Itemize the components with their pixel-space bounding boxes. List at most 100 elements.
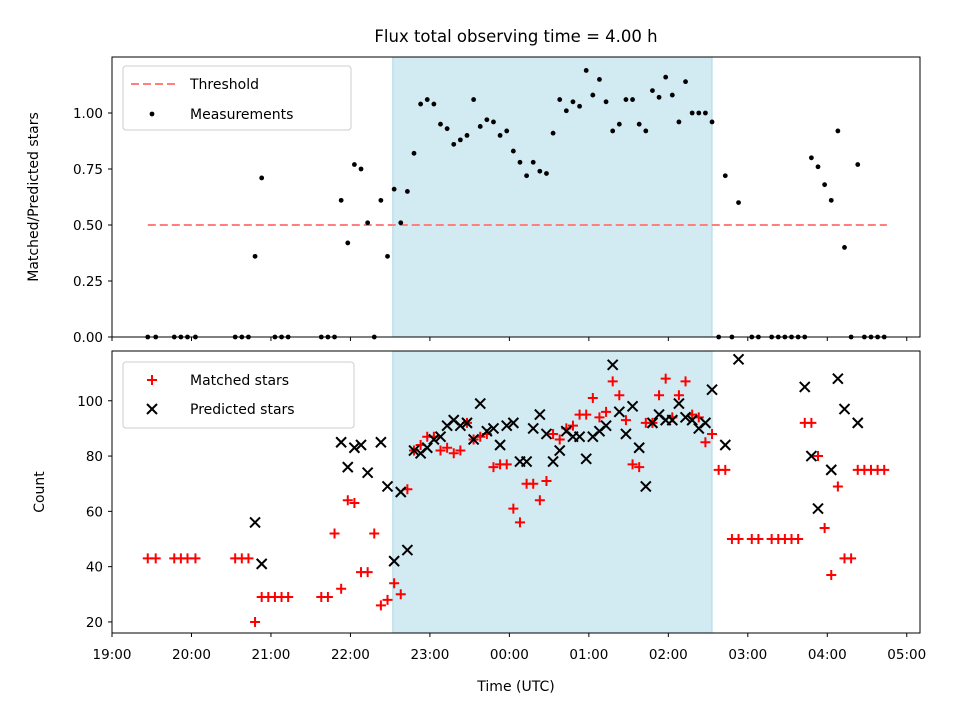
top-shaded-region	[392, 56, 713, 338]
predicted-star-point	[255, 558, 268, 570]
matched-star-point	[587, 393, 598, 403]
matched-star-point	[620, 415, 631, 426]
matched-star-point	[581, 409, 592, 420]
legend-measurements-marker	[149, 111, 155, 117]
measurement-point	[451, 141, 457, 147]
predicted-star-point	[487, 422, 500, 435]
measurement-point	[676, 119, 682, 125]
measurement-point	[650, 88, 655, 93]
predicted-star-point	[679, 411, 692, 424]
measurement-point	[338, 197, 344, 203]
measurement-point	[510, 148, 516, 154]
matched-star-point	[594, 412, 605, 423]
bottom-legend: Matched stars Predicted stars	[122, 361, 355, 429]
predicted-star-point	[401, 544, 414, 556]
xtick-label: 00:00	[490, 647, 529, 663]
predicted-star-point	[474, 397, 486, 410]
matched-star-point	[250, 616, 261, 627]
measurement-point	[663, 74, 669, 80]
predicted-star-point	[838, 403, 851, 415]
matched-star-point	[508, 503, 519, 514]
predicted-star-point	[613, 406, 626, 418]
measurement-point	[669, 92, 675, 98]
matched-star-point	[375, 600, 386, 611]
chart-title: Flux total observing time = 4.00 h	[374, 27, 657, 46]
xtick-label: 01:00	[569, 647, 608, 663]
matched-star-point	[819, 522, 830, 533]
measurement-point	[411, 150, 417, 156]
predicted-star-point	[640, 480, 652, 493]
matched-star-point	[150, 553, 161, 564]
predicted-star-point	[805, 450, 818, 462]
measurement-point	[398, 220, 404, 226]
measurement-point	[603, 99, 609, 105]
matched-star-point	[700, 437, 711, 448]
bottom-ytick-label: 80	[86, 449, 103, 465]
xtick-label: 19:00	[93, 647, 132, 663]
predicted-star-point	[606, 359, 619, 371]
matched-star-point	[826, 569, 837, 580]
measurement-point	[842, 245, 847, 250]
bottom-plot-frame	[111, 350, 921, 634]
measurement-point	[464, 133, 470, 138]
predicted-star-point	[633, 442, 645, 454]
xtick-label: 02:00	[649, 647, 688, 663]
measurement-point	[477, 124, 483, 129]
matched-star-point	[654, 390, 665, 401]
predicted-star-point	[355, 439, 367, 451]
measurement-point	[583, 68, 589, 73]
predicted-star-point	[428, 433, 440, 446]
predicted-star-point	[719, 439, 731, 451]
bottom-ytick-label: 100	[77, 394, 103, 410]
matched-star-point	[329, 528, 340, 539]
predicted-star-point	[573, 430, 586, 443]
measurement-point	[835, 128, 841, 134]
matched-star-point	[389, 578, 400, 589]
bottom-ytick-label: 20	[86, 615, 103, 631]
measurement-point	[438, 121, 443, 127]
measurement-point	[352, 162, 357, 167]
predicted-star-point	[527, 422, 539, 435]
predicted-star-point	[699, 417, 712, 429]
matched-star-point	[720, 464, 731, 475]
legend-predicted-marker	[146, 403, 158, 415]
measurement-point	[378, 197, 384, 203]
predicted-star-point	[388, 555, 400, 567]
predicted-star-point	[706, 383, 718, 396]
predicted-star-point	[249, 516, 261, 529]
matched-star-point	[567, 420, 578, 431]
bottom-shaded-region	[392, 350, 713, 634]
top-ytick-label: 0.75	[73, 162, 103, 178]
xtick-label: 04:00	[808, 647, 847, 663]
measurement-point	[610, 128, 616, 134]
matched-star-point	[660, 373, 671, 384]
measurement-point	[491, 119, 496, 125]
predicted-star-point	[580, 453, 592, 465]
matched-star-point	[733, 534, 744, 544]
matched-star-point	[541, 475, 552, 486]
measurement-point	[418, 101, 424, 107]
matched-star-point	[813, 451, 824, 462]
matched-star-point	[832, 481, 843, 492]
top-panel: 0.00 0.25 0.50 0.75 1.00 Matched/Predicted s…	[26, 56, 921, 346]
matched-star-point	[349, 498, 360, 509]
measurement-point	[557, 97, 563, 102]
top-legend: Threshold Measurements	[122, 65, 352, 131]
predicted-star-point	[454, 419, 467, 432]
matched-star-point	[442, 442, 453, 453]
predicted-star-point	[852, 417, 864, 429]
matched-star-point	[362, 567, 373, 578]
matched-star-point	[528, 478, 539, 489]
measurement-point	[855, 162, 861, 167]
predicted-star-point	[348, 442, 361, 454]
measurement-point	[808, 155, 814, 161]
measurement-point	[358, 166, 364, 172]
matched-star-point	[283, 592, 294, 603]
measurement-point	[345, 240, 351, 246]
matched-star-point	[673, 390, 684, 401]
matched-star-point	[514, 517, 525, 528]
measurement-point	[252, 253, 258, 259]
measurement-point	[696, 110, 702, 116]
predicted-star-point	[395, 486, 407, 498]
